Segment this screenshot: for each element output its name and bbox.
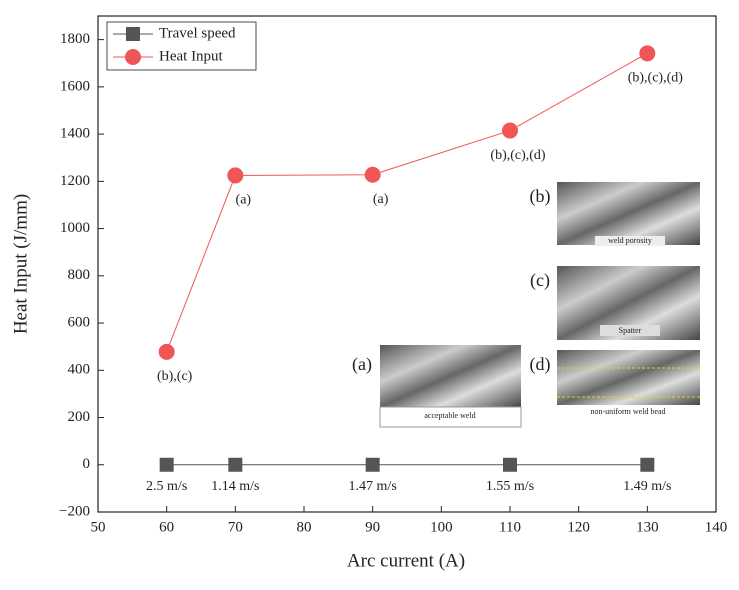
marker <box>159 344 175 360</box>
x-tick-label: 60 <box>159 519 174 535</box>
marker <box>502 123 518 139</box>
inset-b: (b) weld porosity <box>530 182 701 246</box>
legend-label: Travel speed <box>159 25 236 41</box>
plot-frame <box>98 16 716 512</box>
y-tick-label: 800 <box>68 267 91 283</box>
y-tick-label: −200 <box>59 503 90 519</box>
y-tick-label: 1800 <box>60 31 90 47</box>
inset-caption: weld porosity <box>608 236 652 245</box>
x-tick-label: 100 <box>430 519 453 535</box>
inset-d: (d) non-uniform weld bead <box>530 350 701 421</box>
point-label: (b),(c) <box>157 369 193 384</box>
inset-caption: Spatter <box>619 326 642 335</box>
point-label: (b),(c),(d) <box>628 71 684 86</box>
marker <box>503 458 517 472</box>
marker <box>365 167 381 183</box>
point-label: 1.47 m/s <box>349 479 397 494</box>
y-tick-label: 200 <box>68 409 91 425</box>
inset-a: (a) acceptable weld <box>352 345 521 427</box>
chart: Arc current (A) Heat Input (J/mm) (b) we… <box>0 0 739 590</box>
point-label: (b),(c),(d) <box>490 148 546 163</box>
x-axis-label: Arc current (A) <box>347 550 465 571</box>
point-label: (a) <box>236 193 252 208</box>
point-label: (a) <box>373 192 389 207</box>
inset-c: (c) Spatter <box>530 266 700 340</box>
point-label: 1.14 m/s <box>211 479 259 494</box>
marker <box>228 458 242 472</box>
inset-label: (d) <box>530 354 551 375</box>
x-tick-label: 80 <box>297 519 312 535</box>
inset-label: (b) <box>530 186 551 207</box>
inset-caption: non-uniform weld bead <box>590 407 665 416</box>
x-tick-label: 70 <box>228 519 243 535</box>
point-label: 1.55 m/s <box>486 479 534 494</box>
point-label: 1.49 m/s <box>623 479 671 494</box>
x-tick-label: 140 <box>705 519 728 535</box>
x-tick-label: 90 <box>365 519 380 535</box>
x-tick-label: 130 <box>636 519 659 535</box>
y-axis-label: Heat Input (J/mm) <box>10 194 31 334</box>
marker <box>160 458 174 472</box>
legend-marker <box>125 49 141 65</box>
inset-image <box>380 345 521 407</box>
x-tick-label: 120 <box>567 519 590 535</box>
inset-label: (c) <box>530 270 550 291</box>
marker <box>227 167 243 183</box>
legend-marker <box>126 27 140 41</box>
y-tick-label: 600 <box>68 314 91 330</box>
marker <box>366 458 380 472</box>
x-tick-label: 110 <box>499 519 521 535</box>
y-tick-label: 0 <box>83 456 91 472</box>
legend-label: Heat Input <box>159 48 224 64</box>
point-label: 2.5 m/s <box>146 479 187 494</box>
inset-label: (a) <box>352 354 372 375</box>
y-tick-label: 1600 <box>60 78 90 94</box>
marker <box>640 458 654 472</box>
inset-caption: acceptable weld <box>424 411 475 420</box>
marker <box>639 45 655 61</box>
x-tick-label: 50 <box>91 519 106 535</box>
y-tick-label: 1000 <box>60 220 90 236</box>
y-tick-label: 1400 <box>60 126 90 142</box>
y-tick-label: 400 <box>68 362 91 378</box>
y-tick-label: 1200 <box>60 173 90 189</box>
